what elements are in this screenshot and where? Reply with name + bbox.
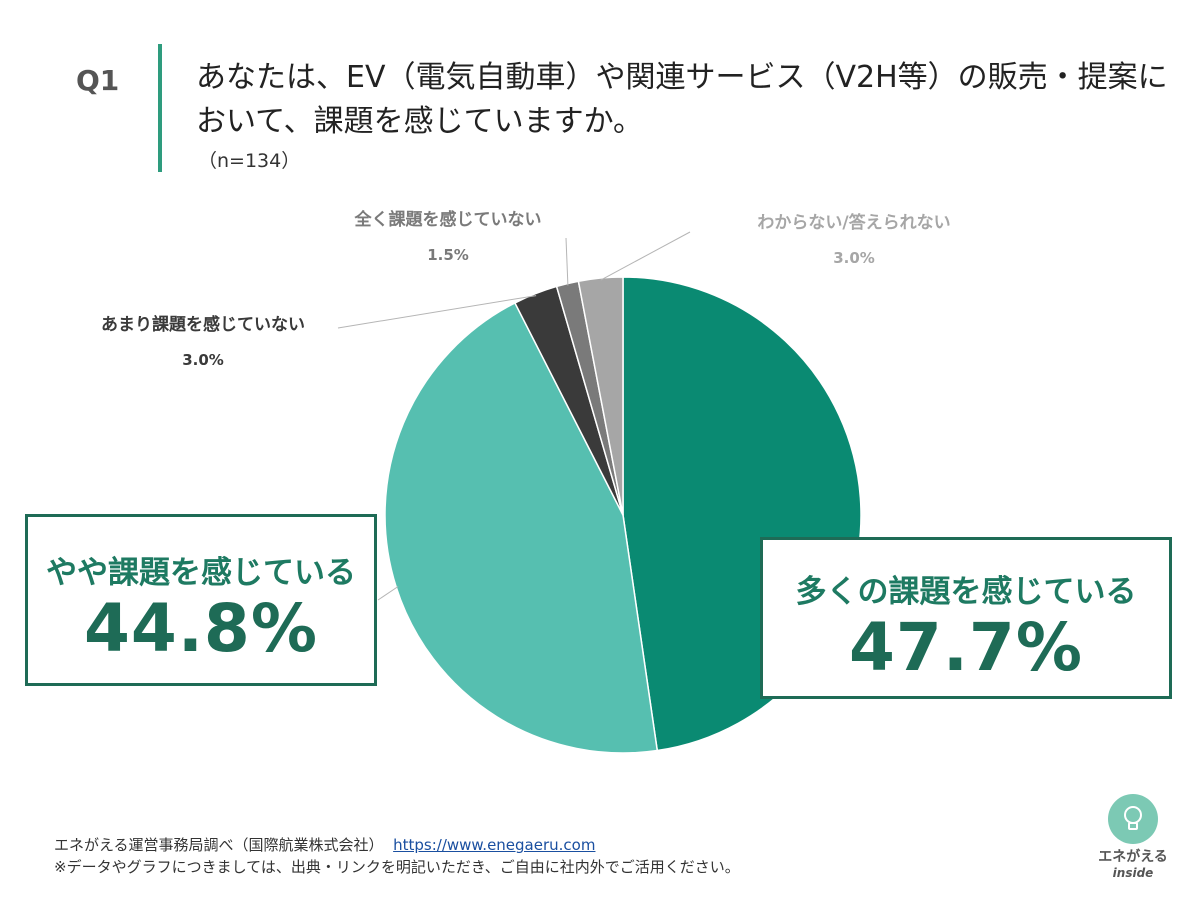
label-not-much-concerned: あまり課題を感じていない 3.0% bbox=[58, 310, 348, 369]
callout-label: やや課題を感じている bbox=[46, 555, 356, 591]
source-link[interactable]: https://www.enegaeru.com bbox=[393, 836, 596, 854]
callout-value: 44.8% bbox=[84, 590, 318, 667]
lightbulb-icon bbox=[1108, 794, 1158, 844]
footer: エネがえる運営事務局調べ（国際航業株式会社） https://www.enega… bbox=[54, 834, 740, 878]
sample-size: （n=134） bbox=[198, 150, 301, 172]
leader-line bbox=[600, 231, 691, 281]
question-text: あなたは、EV（電気自動車）や関連サービス（V2H等）の販売・提案において、課題… bbox=[196, 60, 1168, 139]
label-not-concerned: 全く課題を感じていない 1.5% bbox=[310, 205, 586, 264]
label-dont-know: わからない/答えられない 3.0% bbox=[714, 208, 994, 267]
pie-slice bbox=[577, 276, 624, 516]
slice-value: 1.5% bbox=[427, 246, 469, 264]
leader-line bbox=[377, 586, 399, 601]
leader-line bbox=[565, 237, 569, 286]
pie-slice bbox=[384, 301, 659, 754]
usage-note: ※データやグラフにつきましては、出典・リンクを明記いただき、ご自由に社内外でご活… bbox=[54, 858, 740, 876]
logo-text: エネがえる bbox=[1098, 849, 1168, 865]
brand-logo: エネがえる inside bbox=[1088, 794, 1178, 884]
callout-very-concerned: 多くの課題を感じている 47.7% bbox=[760, 537, 1172, 699]
slice-value: 3.0% bbox=[833, 249, 875, 267]
slice-label: わからない/答えられない bbox=[757, 213, 951, 233]
callout-slightly-concerned: やや課題を感じている 44.8% bbox=[25, 514, 377, 686]
slice-label: 全く課題を感じていない bbox=[354, 210, 542, 230]
slice-label: あまり課題を感じていない bbox=[101, 315, 305, 335]
callout-label: 多くの課題を感じている bbox=[795, 574, 1137, 610]
question-number: Q1 bbox=[76, 64, 120, 97]
logo-subtext: inside bbox=[1112, 866, 1154, 880]
callout-value: 47.7% bbox=[849, 609, 1083, 686]
accent-bar bbox=[158, 44, 162, 172]
source-text: エネがえる運営事務局調べ（国際航業株式会社） bbox=[54, 836, 384, 854]
slice-value: 3.0% bbox=[182, 351, 224, 369]
leader-line bbox=[337, 295, 537, 329]
